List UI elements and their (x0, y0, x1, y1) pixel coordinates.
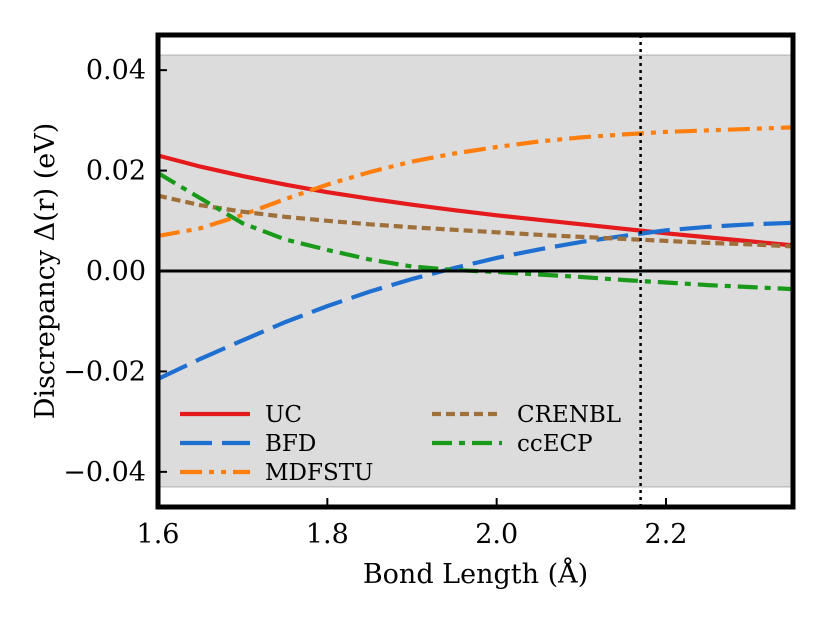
legend-label-ccecp: ccECP (517, 431, 593, 457)
x-tick-label: 2.0 (475, 519, 518, 550)
x-tick-label: 1.6 (137, 519, 180, 550)
series-line-bfd (157, 220, 794, 381)
y-tick-label: −0.02 (63, 356, 146, 387)
series-line-mdfstu (157, 125, 794, 238)
y-tick-label: 0.02 (86, 156, 146, 187)
legend: UC BFD MDFSTU CRENBL ccECP (180, 402, 621, 486)
y-tick-label: −0.04 (63, 457, 146, 488)
y-tick-label: 0.00 (86, 256, 146, 287)
y-tick-label: 0.04 (86, 55, 146, 86)
series-layer (156, 125, 794, 381)
plot-frame (155, 32, 796, 510)
legend-label-crenbl: CRENBL (517, 402, 621, 428)
x-tick-label: 2.2 (645, 519, 688, 550)
legend-label-bfd: BFD (265, 431, 316, 457)
x-tick-label: 1.8 (306, 519, 349, 550)
x-axis-title: Bond Length (Å) (363, 557, 588, 590)
series-line-uc (157, 153, 794, 248)
legend-label-mdfstu: MDFSTU (265, 460, 373, 486)
legend-label-uc: UC (265, 402, 302, 428)
y-axis-title: Discrepancy Δ(r) (eV) (30, 123, 61, 419)
ticks-layer: 1.6 1.8 2.0 2.2 −0.04 −0.02 0.00 0.02 0.04 (63, 55, 687, 550)
